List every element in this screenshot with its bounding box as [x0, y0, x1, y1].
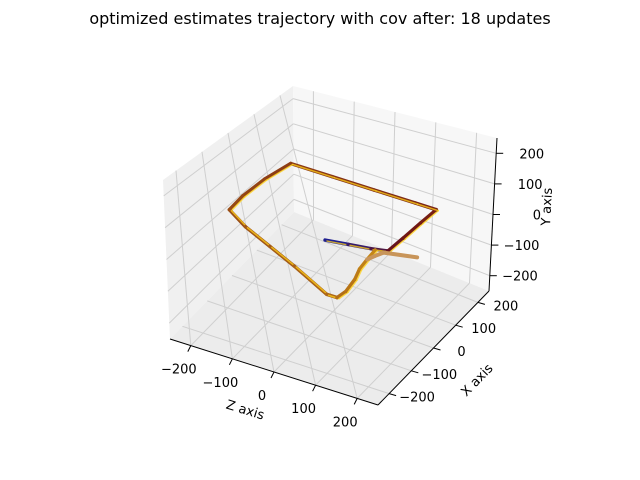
y-grid-left-1 — [167, 173, 295, 292]
x-tick-label-3: 100 — [471, 322, 496, 337]
y-axis-label: Y axis — [539, 187, 556, 227]
y-grid-left-3 — [164, 123, 294, 229]
x-tick-2 — [433, 347, 441, 351]
x-grid-floor-1 — [207, 300, 412, 372]
trajectory-cov-9 — [291, 163, 336, 179]
y-grid-back-0 — [293, 198, 490, 277]
y-tick-label-3: 100 — [518, 178, 543, 193]
trajectory-cov-0 — [326, 240, 351, 247]
z-grid-left-2 — [227, 132, 275, 373]
trajectory-segment-10 — [262, 161, 293, 181]
ticks: −200−1000100200−200−1000100200−200−10001… — [161, 147, 544, 430]
z-tick-3 — [312, 384, 317, 392]
trajectory-cov-1 — [349, 244, 374, 251]
z-grid-left-1 — [201, 151, 233, 359]
trajectory-cov-12 — [230, 196, 246, 212]
z-grid-left-0 — [175, 170, 192, 346]
z-tick-label-2: 0 — [258, 389, 266, 404]
trajectory — [227, 161, 440, 300]
trajectory-cov-15 — [271, 246, 298, 268]
z-tick-label-4: 200 — [333, 415, 358, 430]
trajectory-segment-3 — [386, 236, 406, 253]
y-tick-label-4: 200 — [519, 147, 544, 162]
y-tick-label-0: −200 — [502, 270, 538, 285]
chart-title: optimized estimates trajectory with cov … — [89, 9, 550, 28]
trajectory-segment-21 — [357, 257, 369, 271]
z-tick-label-1: −100 — [203, 376, 239, 391]
trajectory-cov-6 — [416, 203, 440, 212]
x-tick-label-1: −100 — [421, 368, 457, 383]
trajectory-segment-18 — [335, 289, 348, 300]
z-tick-2 — [270, 371, 275, 379]
x-tick-1 — [411, 370, 419, 374]
trajectory-cov-20 — [356, 269, 363, 282]
trajectory-cov-19 — [347, 279, 358, 294]
trajectory-segment-19 — [344, 277, 357, 294]
z-tick-4 — [353, 398, 358, 405]
x-grid-floor-4 — [281, 224, 479, 303]
x-tick-4 — [477, 301, 486, 305]
y-grid-back-4 — [292, 98, 497, 154]
trajectory-segment-12 — [227, 194, 245, 212]
trajectory-cov-16 — [295, 266, 330, 297]
y-grid-left-0 — [168, 199, 295, 324]
y-grid-left-2 — [166, 148, 294, 260]
trajectory-segment-20 — [353, 267, 362, 282]
trajectory-cov-11 — [243, 179, 268, 198]
trajectory-cov-21 — [360, 259, 370, 271]
z-tick-label-0: −200 — [161, 363, 197, 378]
y-grid-back-1 — [293, 173, 492, 246]
x-tick-3 — [455, 324, 463, 328]
trajectory-cov-13 — [230, 209, 249, 229]
trajectory-cov-3 — [389, 238, 407, 253]
trajectory-cov-10 — [265, 163, 294, 181]
x-axis-label: X axis — [459, 361, 497, 400]
axes-panes — [163, 86, 497, 405]
grid-lines — [163, 91, 497, 399]
x-grid-floor-2 — [231, 275, 434, 349]
z-tick-0 — [187, 345, 192, 352]
tail-segment-2 — [381, 250, 420, 260]
y-tick-label-1: −100 — [504, 239, 540, 254]
trajectory-cov-7 — [375, 190, 419, 205]
trajectory-cov-5 — [422, 209, 440, 225]
pane-back — [293, 86, 497, 291]
x-grid-floor-0 — [182, 325, 390, 395]
trajectory-cov-8 — [333, 176, 377, 192]
trajectory-segment-5 — [419, 207, 439, 225]
x-tick-0 — [388, 393, 397, 397]
trajectory-cov-4 — [404, 222, 424, 240]
z-tick-label-3: 100 — [291, 402, 316, 417]
z-tick-1 — [228, 358, 233, 366]
y-tick-label-2: 0 — [533, 209, 541, 224]
z-grid-left-3 — [253, 114, 317, 386]
x-tick-label-0: −200 — [399, 391, 435, 406]
trajectory-cov-14 — [246, 226, 273, 249]
trajectory-segment-13 — [227, 207, 248, 229]
pane-floor — [170, 212, 489, 405]
trajectory-segment-4 — [401, 220, 423, 240]
y-grid-left-4 — [163, 98, 294, 197]
trajectory-segment-11 — [240, 177, 267, 198]
x-tick-label-4: 200 — [493, 299, 518, 314]
y-grid-back-3 — [293, 123, 495, 185]
trajectory-cov-18 — [338, 291, 349, 300]
y-grid-back-2 — [293, 148, 494, 215]
x-tick-label-2: 0 — [457, 345, 465, 360]
